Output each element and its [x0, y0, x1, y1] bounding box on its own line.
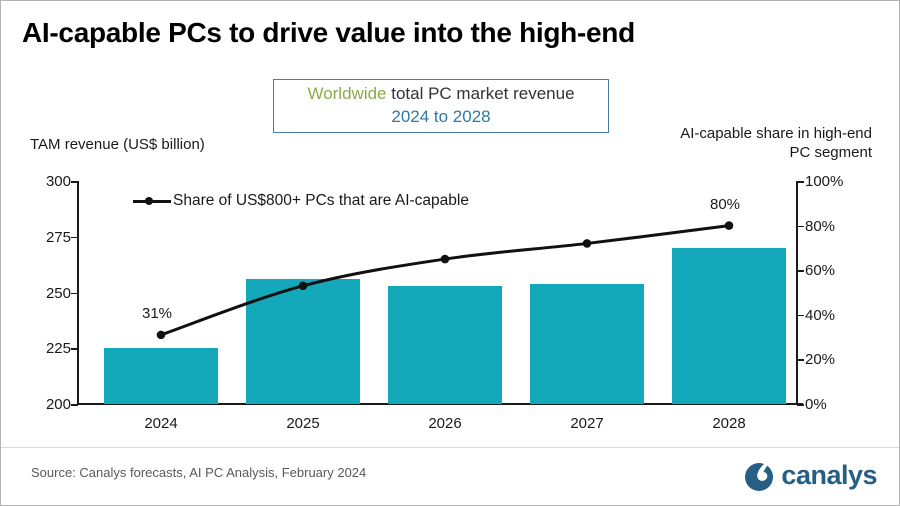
- right-tickmark: [797, 314, 804, 317]
- subtitle-years: 2024 to 2028: [391, 107, 491, 126]
- bar-2026: [388, 285, 502, 404]
- plot-area: 31% 80% 2024 2025 2026 2027 2028: [79, 181, 796, 432]
- left-tickmark: [71, 404, 78, 406]
- point-label-last: 80%: [710, 195, 741, 213]
- right-axis-title-line1: AI-capable share in high-end: [680, 125, 872, 142]
- share-line-series: [156, 221, 734, 340]
- left-tickmark: [71, 181, 78, 183]
- x-label-2027: 2027: [570, 415, 604, 432]
- left-tickmark: [71, 292, 78, 294]
- x-label-2026: 2026: [428, 415, 462, 432]
- subtitle-box: Worldwide total PC market revenue 2024 t…: [273, 79, 609, 133]
- left-tick-300: 300: [45, 173, 71, 190]
- right-tickmark: [797, 404, 804, 406]
- bar-2024: [104, 348, 218, 404]
- left-tickmark: [71, 348, 78, 350]
- right-tickmark: [797, 270, 804, 272]
- right-tickmark: [797, 181, 804, 183]
- left-tick-275: 275: [45, 228, 71, 246]
- right-axis-title: AI-capable share in high-end PC segment: [680, 125, 872, 163]
- x-label-2025: 2025: [286, 415, 320, 432]
- legend: Share of US$800+ PCs that are AI-capable: [133, 192, 469, 210]
- line-point-2026: [440, 254, 450, 264]
- right-tick-20%: 20%: [805, 351, 836, 369]
- line-point-2027: [582, 239, 592, 248]
- point-label-first: 31%: [142, 304, 173, 322]
- subtitle-line1: Worldwide total PC market revenue: [274, 83, 608, 106]
- line-point-2024: [156, 330, 166, 340]
- line-point-2025: [298, 281, 308, 291]
- right-tickmark: [797, 225, 804, 228]
- subtitle-worldwide: Worldwide: [307, 84, 387, 104]
- line-series-marker-icon: [133, 197, 171, 206]
- bar-2027: [530, 283, 644, 404]
- legend-label: Share of US$800+ PCs that are AI-capable: [173, 192, 469, 209]
- x-label-2024: 2024: [144, 415, 178, 432]
- left-tickmark: [71, 236, 78, 239]
- line-point-2028: [724, 221, 734, 230]
- right-axis-line: [796, 181, 798, 404]
- right-tick-100%: 100%: [805, 173, 844, 190]
- page-title: AI-capable PCs to drive value into the h…: [22, 17, 635, 48]
- canalys-logo-icon: [745, 458, 776, 491]
- left-tick-225: 225: [45, 340, 71, 358]
- footer-divider: [1, 447, 899, 448]
- left-tick-250: 250: [45, 284, 71, 302]
- subtitle-rest: total PC market revenue: [386, 84, 575, 104]
- left-axis-title: TAM revenue (US$ billion): [30, 136, 205, 153]
- right-tick-0%: 0%: [805, 396, 827, 413]
- canalys-logo: canalys: [744, 458, 877, 492]
- right-axis-title-line2: PC segment: [789, 143, 872, 161]
- bar-2028: [672, 247, 786, 404]
- canalys-logo-text: canalys: [781, 459, 877, 490]
- bar-2025: [246, 279, 360, 404]
- x-label-2028: 2028: [712, 415, 746, 432]
- left-tick-200: 200: [45, 396, 71, 413]
- right-tick-40%: 40%: [805, 306, 836, 324]
- source-note: Source: Canalys forecasts, AI PC Analysi…: [31, 465, 367, 480]
- right-tick-60%: 60%: [805, 262, 836, 280]
- right-tickmark: [797, 359, 804, 361]
- right-tick-80%: 80%: [805, 217, 836, 235]
